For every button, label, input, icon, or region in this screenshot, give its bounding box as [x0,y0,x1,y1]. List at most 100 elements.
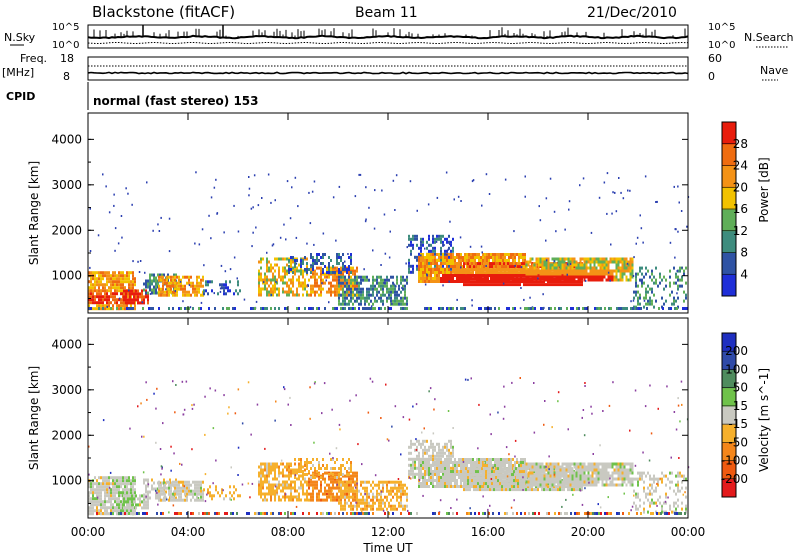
data-pixel [178,287,180,291]
data-pixel [262,480,264,484]
data-pixel [308,477,310,481]
data-pixel [430,482,432,485]
data-pixel [398,495,400,499]
data-pixel [432,470,434,473]
data-pixel [330,480,332,484]
data-pixel [334,271,336,274]
data-pixel [623,257,626,261]
data-pixel [424,307,426,310]
data-pixel [196,498,198,502]
data-pixel [268,489,270,493]
data-pixel [438,307,440,310]
data-pixel [492,256,494,259]
data-pixel [388,293,390,297]
data-pixel [452,274,454,277]
data-pixel [524,256,526,259]
noise-pixel [626,262,629,265]
noise-pixel [321,282,323,285]
data-pixel [416,445,418,449]
data-pixel [340,256,342,259]
data-pixel [223,283,225,287]
data-pixel [414,472,416,476]
data-pixel [547,269,550,273]
data-pixel [352,507,354,511]
data-pixel [495,274,497,278]
data-pixel [166,290,168,294]
data-pixel [446,268,448,271]
nave-tick-top: 60 [708,52,722,65]
data-pixel [487,265,489,269]
data-pixel [675,272,677,276]
data-pixel [422,243,424,247]
data-pixel [529,280,531,284]
data-pixel [683,272,685,276]
data-pixel [563,283,565,287]
data-pixel [448,451,450,455]
data-pixel [392,489,394,493]
data-pixel [647,302,649,306]
data-pixel [290,470,292,473]
data-pixel [473,274,475,278]
data-pixel [354,495,356,499]
data-pixel [211,494,213,498]
data-pixel [525,263,528,267]
data-pixel [262,287,264,291]
noise-pixel [358,173,360,176]
data-pixel [96,307,98,311]
data-pixel [112,485,114,489]
data-pixel [274,281,276,285]
data-pixel [108,304,110,308]
data-pixel [330,287,332,291]
data-pixel [458,458,460,461]
data-pixel [172,281,174,285]
data-pixel [272,489,274,493]
data-pixel [100,301,102,305]
data-pixel [521,268,523,272]
noise-pixel [168,250,171,253]
data-pixel [258,272,260,276]
data-pixel [153,487,155,491]
noise-pixel [138,271,141,273]
noise-pixel [289,217,292,220]
data-pixel [104,298,106,302]
noise-pixel [448,280,450,283]
data-pixel [378,486,380,490]
data-pixel [488,256,490,259]
data-pixel [310,266,312,270]
data-pixel [424,448,426,452]
data-pixel [260,290,262,294]
data-pixel [645,287,647,291]
data-pixel [314,284,316,288]
data-pixel [631,266,634,270]
data-pixel [346,501,348,505]
data-pixel [348,281,350,285]
data-pixel [132,271,134,275]
data-pixel [374,278,376,282]
data-pixel [188,486,190,490]
data-pixel [566,307,568,310]
data-pixel [615,266,618,270]
data-pixel [196,278,198,282]
data-pixel [200,281,202,285]
data-pixel [513,283,515,287]
data-pixel [450,271,452,274]
data-pixel [432,271,434,274]
data-pixel [577,272,580,276]
data-pixel [338,287,340,291]
data-pixel [314,281,316,285]
data-pixel [198,290,200,294]
data-pixel [274,477,276,481]
data-pixel [90,497,92,501]
data-pixel [418,268,420,271]
data-pixel [207,280,209,284]
data-pixel [286,290,288,294]
data-pixel [460,280,462,283]
data-pixel [426,472,428,476]
data-pixel [601,278,604,282]
data-pixel [176,483,178,487]
data-pixel [262,492,264,496]
data-pixel [543,272,546,276]
data-pixel [104,488,106,492]
noise-pixel [213,186,216,189]
data-pixel [408,445,410,449]
